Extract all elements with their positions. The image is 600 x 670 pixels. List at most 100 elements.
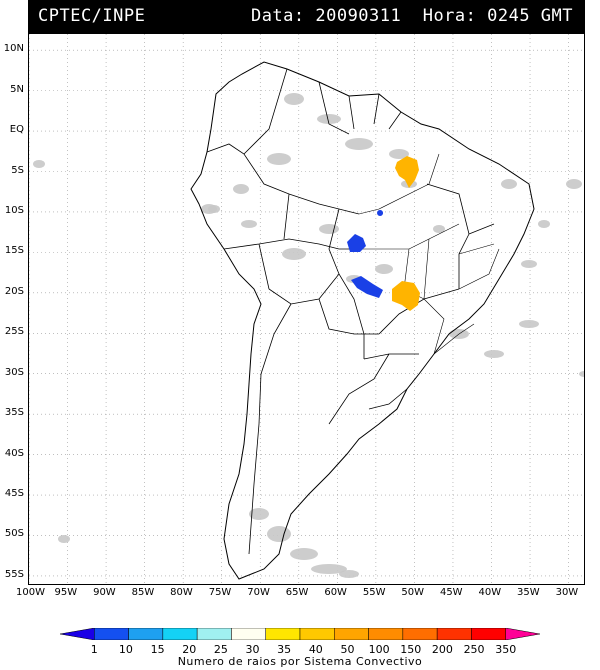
lat-label: 10N bbox=[3, 43, 24, 55]
convective-cell-gray bbox=[282, 248, 306, 260]
colorbar-segment bbox=[196, 628, 232, 640]
convective-cell-gray bbox=[33, 160, 45, 168]
lat-label: 5S bbox=[11, 164, 24, 176]
lon-label: 90W bbox=[93, 587, 116, 598]
storm-cell bbox=[377, 210, 384, 216]
colorbar-segment bbox=[299, 628, 335, 640]
lat-label: 10S bbox=[4, 204, 24, 216]
colorbar-segment bbox=[231, 628, 266, 640]
convective-cell-gray bbox=[345, 138, 373, 150]
lon-label: 50W bbox=[401, 587, 425, 598]
colorbar-segment bbox=[471, 628, 506, 640]
convective-cell-gray bbox=[579, 371, 589, 377]
title-date-time: Data: 20090311 Hora: 0245 GMT bbox=[250, 6, 573, 26]
lon-label: 75W bbox=[208, 587, 232, 598]
map-frame bbox=[28, 33, 589, 585]
convective-cell-gray bbox=[311, 564, 347, 574]
convective-cell-gray bbox=[290, 548, 318, 560]
lon-label: 45W bbox=[439, 587, 463, 598]
colorbar-segment bbox=[368, 628, 404, 640]
colorbar-tick-label: 250 bbox=[463, 643, 485, 656]
convective-cell-gray bbox=[319, 224, 339, 234]
storm-cell bbox=[392, 281, 420, 311]
convective-cell-gray bbox=[241, 220, 257, 228]
colorbar-caption: Numero de raios por Sistema Convectivo bbox=[177, 655, 423, 668]
colorbar bbox=[60, 628, 540, 640]
storm-cell bbox=[351, 276, 383, 298]
colorbar-tick-label: 150 bbox=[400, 643, 422, 656]
lon-label: 40W bbox=[478, 587, 502, 598]
colorbar-segment bbox=[436, 628, 472, 640]
lat-label: 50S bbox=[4, 528, 24, 540]
colorbar-tick-label: 35 bbox=[277, 643, 292, 656]
colorbar-segment bbox=[128, 628, 164, 640]
colorbar-tick-label: 50 bbox=[340, 643, 355, 656]
convective-cell-gray bbox=[267, 526, 291, 542]
convective-systems-gray bbox=[33, 93, 589, 578]
lon-label: 35W bbox=[517, 587, 540, 598]
colorbar-segment bbox=[334, 628, 369, 640]
lon-label: 85W bbox=[131, 587, 155, 598]
lon-label: 30W bbox=[555, 587, 579, 598]
convective-cell-gray bbox=[249, 508, 269, 520]
colorbar-segment bbox=[402, 628, 438, 640]
lat-label: 40S bbox=[4, 447, 24, 459]
convective-cell-gray bbox=[484, 350, 504, 358]
convective-cell-gray bbox=[58, 535, 70, 543]
convective-cell-gray bbox=[375, 264, 393, 274]
title-source: CPTEC/INPE bbox=[38, 6, 146, 26]
lat-label: EQ bbox=[9, 124, 24, 136]
convective-cell-gray bbox=[284, 93, 304, 105]
convective-cell-gray bbox=[501, 179, 517, 189]
state-borders bbox=[358, 153, 500, 355]
colorbar-tick-label: 350 bbox=[495, 643, 517, 656]
colorbar-segment bbox=[60, 628, 95, 640]
convective-cell-gray bbox=[433, 225, 445, 233]
storm-cell bbox=[347, 234, 366, 252]
lon-label: 60W bbox=[324, 587, 347, 598]
colorbar-tick-label: 1 bbox=[90, 643, 98, 656]
lat-label: 55S bbox=[4, 568, 24, 580]
lat-label: 35S bbox=[4, 407, 24, 419]
lat-label: 30S bbox=[4, 366, 24, 378]
convective-cell-gray bbox=[519, 320, 539, 328]
lat-label: 25S bbox=[4, 326, 24, 338]
colorbar-tick-label: 200 bbox=[431, 643, 453, 656]
convective-cell-gray bbox=[208, 205, 220, 213]
map-canvas bbox=[28, 34, 589, 584]
lon-label: 70W bbox=[247, 587, 270, 598]
convective-cell-gray bbox=[521, 260, 537, 268]
colorbar-tick-label: 10 bbox=[118, 643, 133, 656]
convective-cell-gray bbox=[389, 149, 409, 159]
convective-cell-gray bbox=[566, 179, 582, 189]
south-america-coastline bbox=[190, 61, 535, 580]
lat-label: 45S bbox=[4, 488, 24, 500]
colorbar-segment bbox=[505, 628, 540, 640]
convective-cell-gray bbox=[233, 184, 249, 194]
colorbar-tick-label: 100 bbox=[368, 643, 390, 656]
lat-label: 15S bbox=[4, 245, 24, 257]
convective-cell-gray bbox=[317, 114, 341, 124]
header-bar: CPTEC/INPE Data: 20090311 Hora: 0245 GMT bbox=[28, 0, 585, 33]
colorbar-tick-label: 30 bbox=[245, 643, 260, 656]
lat-lon-grid bbox=[28, 34, 584, 584]
convective-cell-gray bbox=[538, 220, 550, 228]
convective-cell-gray bbox=[339, 570, 359, 578]
colorbar-segment bbox=[94, 628, 129, 640]
lon-label: 80W bbox=[170, 587, 193, 598]
lon-label: 100W bbox=[16, 587, 45, 598]
lat-label: 20S bbox=[4, 285, 24, 297]
storm-cells bbox=[347, 156, 420, 311]
lon-label: 95W bbox=[54, 587, 78, 598]
lon-label: 55W bbox=[362, 587, 386, 598]
colorbar-segment bbox=[265, 628, 301, 640]
colorbar-tick-label: 40 bbox=[308, 643, 323, 656]
lon-label: 65W bbox=[285, 587, 309, 598]
colorbar-segment bbox=[162, 628, 198, 640]
lat-label: 5N bbox=[10, 83, 24, 95]
convective-cell-gray bbox=[267, 153, 291, 165]
colorbar-tick-label: 20 bbox=[182, 643, 197, 656]
storm-cell bbox=[395, 156, 419, 188]
colorbar-tick-label: 15 bbox=[150, 643, 165, 656]
colorbar-tick-label: 25 bbox=[213, 643, 228, 656]
